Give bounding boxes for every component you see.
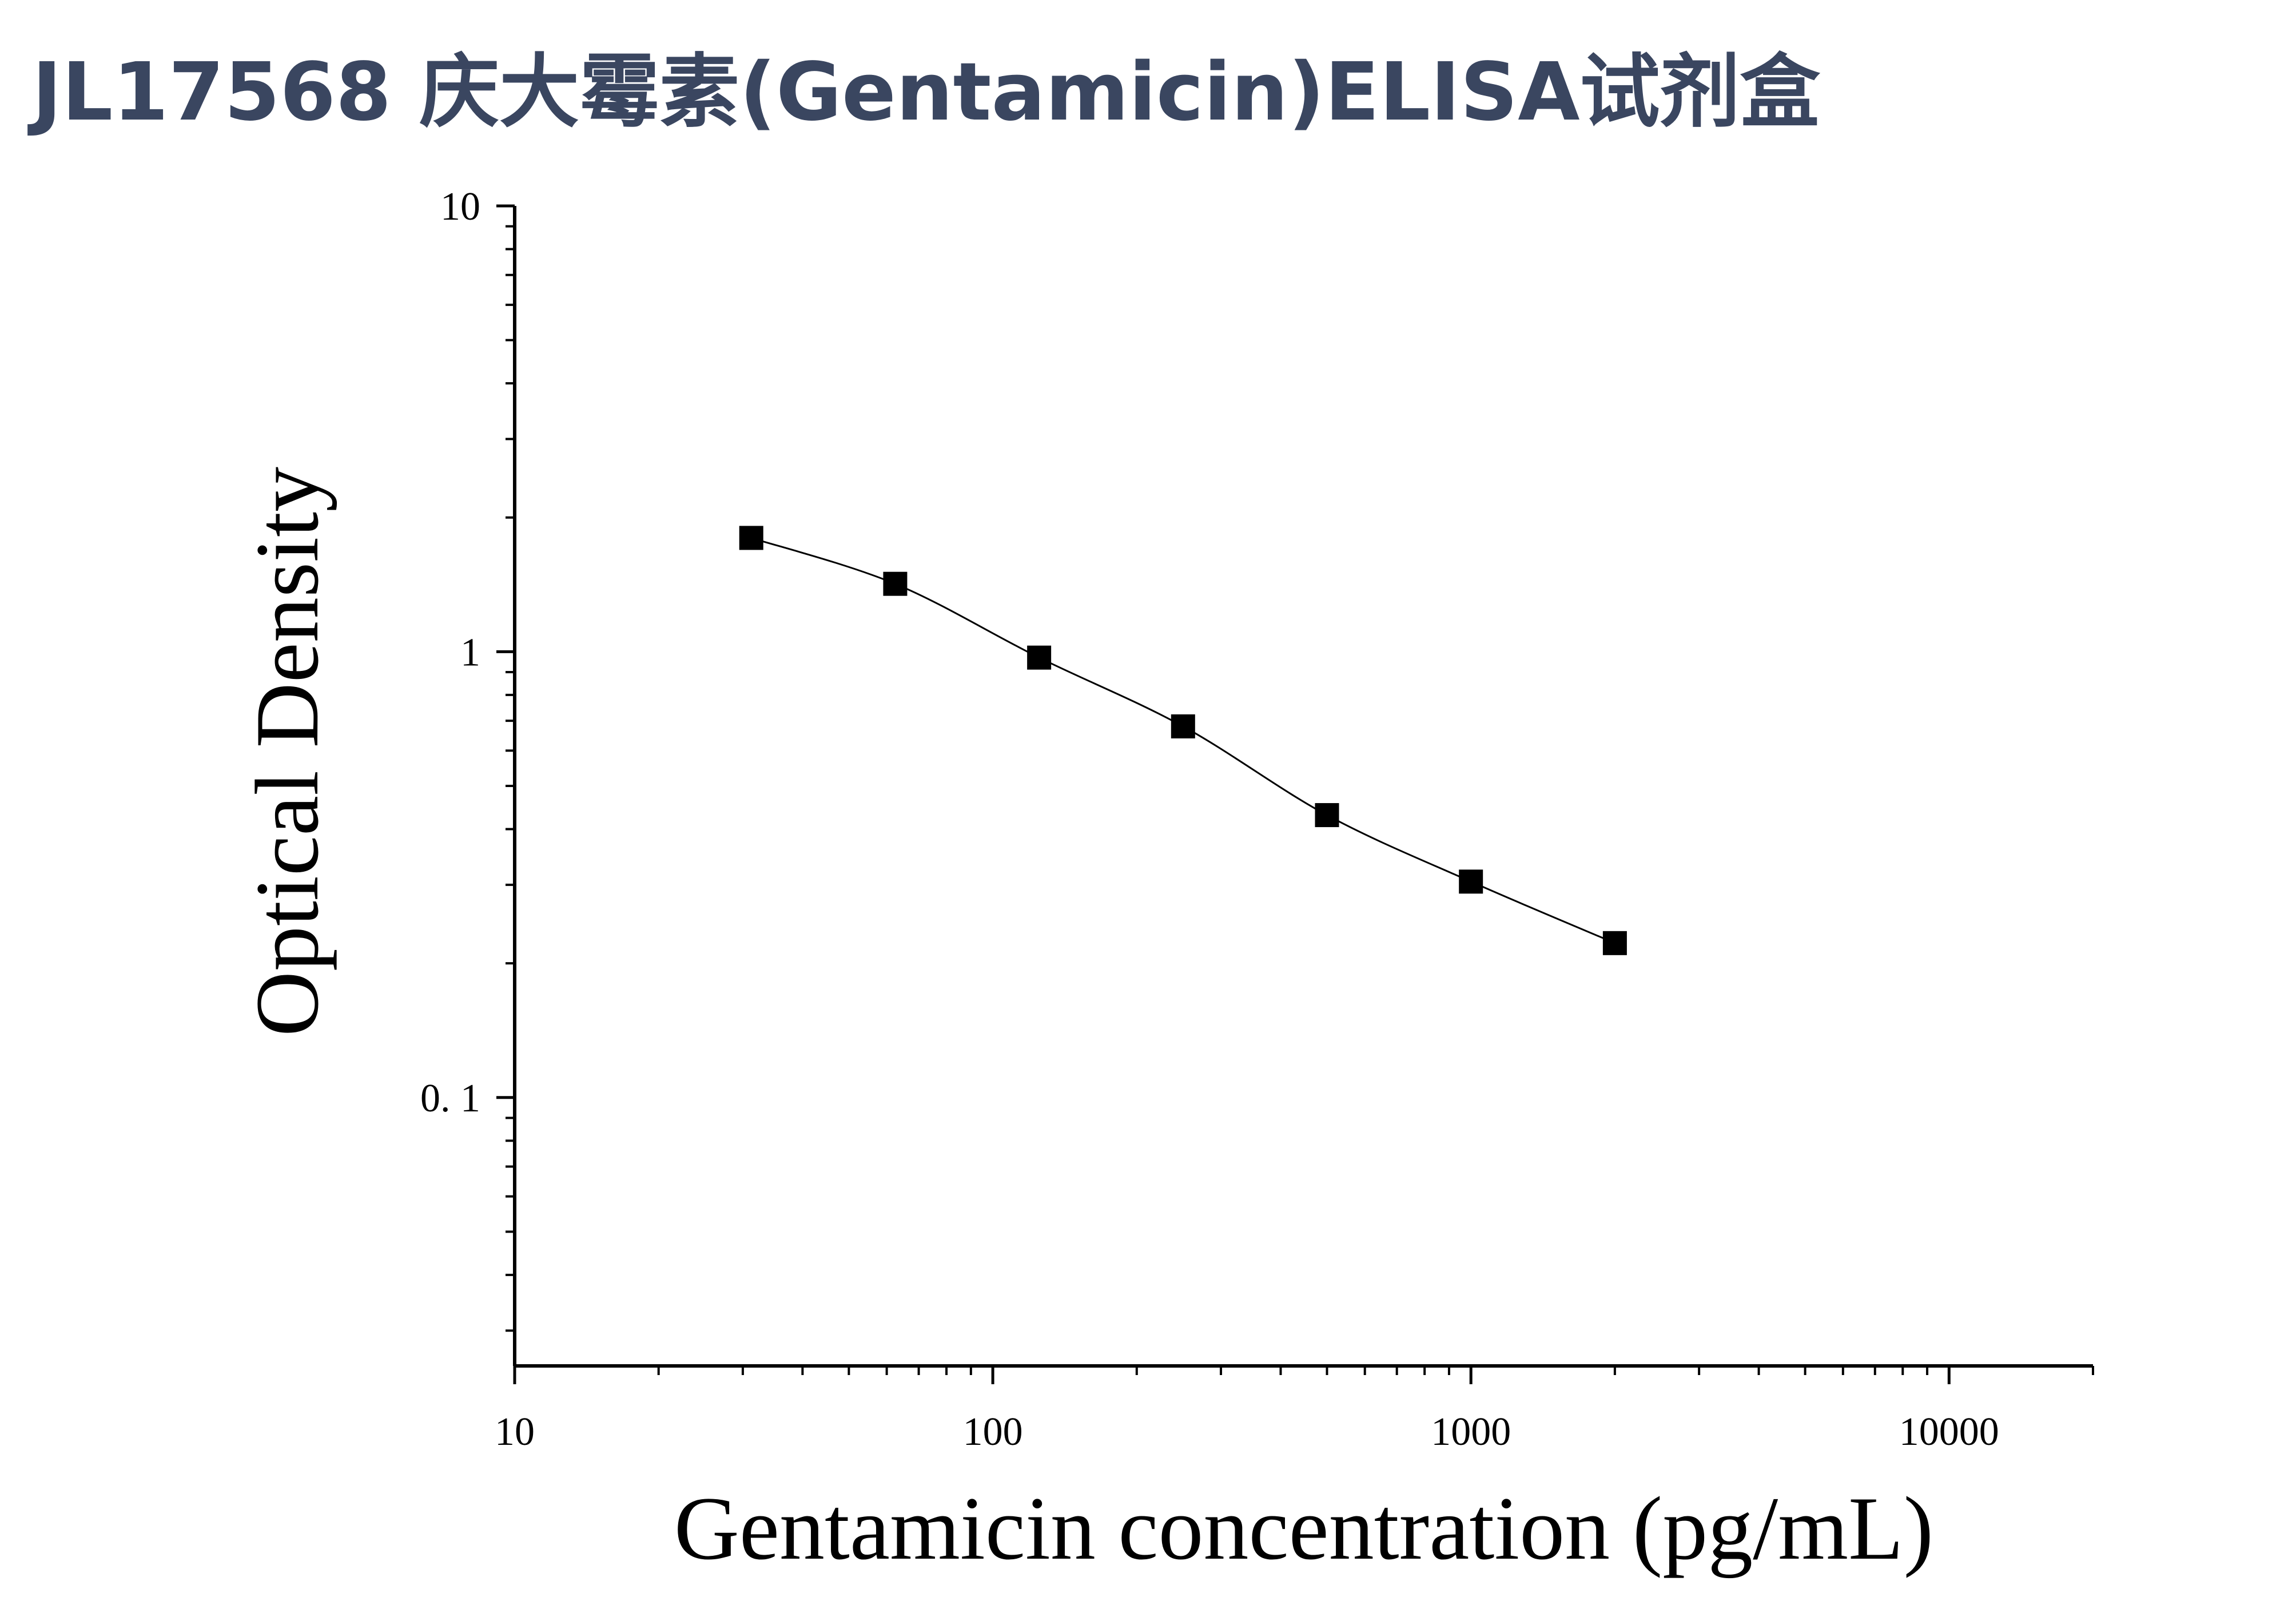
data-point-marker: [1027, 645, 1052, 670]
fit-curve: [751, 537, 1615, 944]
y-tick-label: 1: [460, 630, 480, 674]
axis-labels: Gentamicin concentration (pg/mL) Optical …: [237, 467, 1933, 1579]
x-axis-label: Gentamicin concentration (pg/mL): [674, 1479, 1933, 1579]
data-point-marker: [1315, 803, 1339, 828]
data-point-marker: [1602, 931, 1627, 955]
chart-title: JL17568 庆大霉素(Gentamicin)ELISA试剂盒: [32, 46, 1820, 139]
x-tick-label: 10: [495, 1410, 535, 1454]
axes: [513, 206, 2093, 1368]
x-tick-label: 100: [963, 1410, 1023, 1454]
data-point-marker: [883, 571, 908, 596]
data-point-marker: [739, 526, 763, 550]
data-point-marker: [1459, 869, 1483, 894]
data-points: [739, 526, 1627, 955]
data-point-marker: [1171, 714, 1195, 738]
x-tick-label: 10000: [1899, 1410, 1999, 1454]
y-tick-label: 0. 1: [420, 1076, 480, 1121]
ticks: 10 100 1000 10000 0. 1 1 10: [420, 185, 2094, 1454]
y-tick-label: 10: [440, 185, 480, 229]
x-tick-label: 1000: [1431, 1410, 1511, 1454]
y-axis-label: Optical Density: [237, 467, 337, 1036]
fit-curve-layer: [751, 537, 1615, 944]
